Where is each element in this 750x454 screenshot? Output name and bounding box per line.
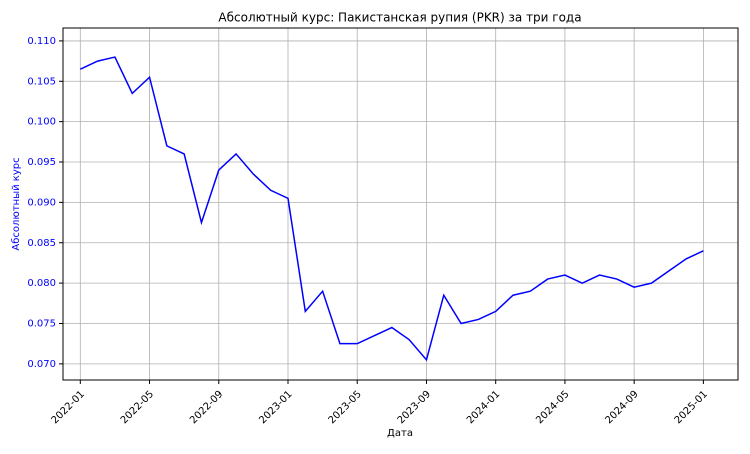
- y-tick-label: 0.100: [27, 117, 56, 128]
- x-tick-label: 2022-09: [188, 389, 225, 426]
- x-tick-label: 2024-09: [603, 389, 640, 426]
- x-tick-label: 2024-01: [465, 389, 502, 426]
- x-axis-label: Дата: [387, 428, 413, 439]
- y-tick-label: 0.090: [27, 197, 56, 208]
- line: [79, 56, 704, 362]
- x-tick-label: 2022-01: [50, 389, 87, 426]
- y-tick-label: 0.080: [27, 278, 56, 289]
- chart-title: Абсолютный курс: Пакистанская рупия (PKR…: [218, 11, 581, 25]
- x-tick-label: 2022-05: [119, 389, 156, 426]
- x-tick-label: 2025-01: [673, 389, 710, 426]
- y-tick-label: 0.075: [27, 318, 56, 329]
- y-tick-label: 0.070: [27, 359, 56, 370]
- y-tick-label: 0.085: [27, 238, 56, 249]
- x-tick-label: 2023-05: [327, 389, 364, 426]
- y-tick-label: 0.110: [27, 36, 56, 47]
- y-tick-label: 0.105: [27, 76, 56, 87]
- y-tick-label: 0.095: [27, 157, 56, 168]
- x-tick-label: 2023-01: [257, 389, 294, 426]
- x-tick-label: 2023-09: [396, 389, 433, 426]
- plot-frame: [62, 27, 739, 381]
- x-tick-label: 2024-05: [534, 389, 571, 426]
- y-axis-label: Абсолютный курс: [11, 157, 22, 250]
